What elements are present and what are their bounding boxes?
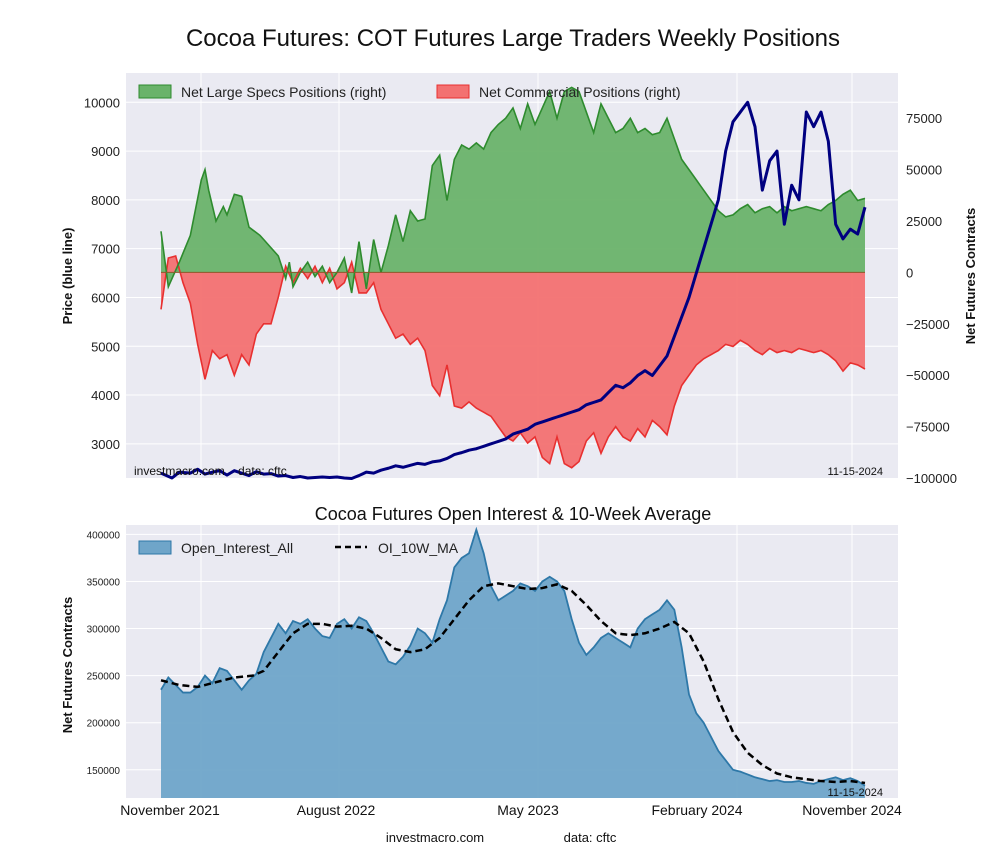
bottom-x-tick: August 2022 bbox=[297, 802, 376, 818]
oi-line bbox=[160, 526, 866, 787]
top-right-tick: 0 bbox=[906, 265, 913, 280]
bottom-y-tick: 350000 bbox=[87, 577, 121, 588]
top-date-label: 11-15-2024 bbox=[828, 466, 883, 478]
top-legend: Net Large Specs Positions (right) Net Co… bbox=[138, 84, 681, 100]
top-right-ylabel: Net Futures Contracts bbox=[963, 208, 978, 345]
top-position-areas bbox=[160, 86, 866, 469]
top-right-tick: 75000 bbox=[906, 111, 942, 126]
bottom-title: Cocoa Futures Open Interest & 10-Week Av… bbox=[315, 504, 712, 524]
legend-swatch-specs bbox=[138, 84, 172, 99]
bottom-x-tick: November 2021 bbox=[120, 802, 220, 818]
bottom-x-axis: November 2021 August 2022 May 2023 February… bbox=[120, 802, 902, 818]
bottom-oi-area bbox=[160, 526, 866, 798]
bottom-ma-line bbox=[160, 582, 866, 785]
top-right-axis: 75000 50000 25000 0 −25000 −50000 −75000 −10000… bbox=[906, 111, 957, 486]
bottom-y-tick: 300000 bbox=[87, 625, 121, 636]
top-left-ylabel: Price (blue line) bbox=[60, 228, 75, 325]
top-right-tick: 25000 bbox=[906, 214, 942, 229]
main-title: Cocoa Futures: COT Futures Large Traders… bbox=[186, 25, 840, 52]
top-right-tick: −75000 bbox=[906, 420, 950, 435]
top-right-tick: 50000 bbox=[906, 163, 942, 178]
top-left-tick: 8000 bbox=[91, 193, 120, 208]
legend-label-oi: Open_Interest_All bbox=[181, 540, 293, 556]
top-panel: 3000 4000 5000 6000 7000 8000 9000 10000 75000 5… bbox=[60, 73, 978, 486]
bottom-y-tick: 400000 bbox=[87, 530, 121, 541]
legend-label-specs: Net Large Specs Positions (right) bbox=[181, 84, 386, 100]
specs-line bbox=[160, 86, 866, 294]
bottom-ylabel: Net Futures Contracts bbox=[60, 597, 75, 734]
bottom-legend: Open_Interest_All OI_10W_MA bbox=[138, 540, 459, 556]
legend-swatch-commercial bbox=[436, 84, 470, 99]
top-left-tick: 5000 bbox=[91, 339, 120, 354]
bottom-y-tick: 250000 bbox=[87, 672, 121, 683]
top-left-tick: 3000 bbox=[91, 437, 120, 452]
bottom-x-tick: November 2024 bbox=[802, 802, 902, 818]
bottom-panel: Cocoa Futures Open Interest & 10-Week Av… bbox=[60, 504, 902, 818]
commercial-area bbox=[161, 255, 865, 468]
bottom-y-tick: 150000 bbox=[87, 766, 121, 777]
bottom-x-tick: February 2024 bbox=[651, 802, 742, 818]
legend-label-ma: OI_10W_MA bbox=[378, 540, 459, 556]
top-right-tick: −25000 bbox=[906, 317, 950, 332]
ma-line bbox=[160, 582, 866, 785]
top-right-tick: −50000 bbox=[906, 368, 950, 383]
bottom-y-axis: 150000 200000 250000 300000 350000 400000 bbox=[87, 530, 121, 776]
price-line bbox=[160, 100, 867, 480]
bottom-y-tick: 200000 bbox=[87, 719, 121, 730]
top-left-axis: 3000 4000 5000 6000 7000 8000 9000 10000 bbox=[84, 95, 120, 452]
bottom-x-tick: May 2023 bbox=[497, 802, 559, 818]
specs-area bbox=[161, 87, 865, 293]
top-watermark: investmacro.com data: cftc bbox=[134, 464, 287, 478]
top-left-tick: 4000 bbox=[91, 388, 120, 403]
footer-site: investmacro.com bbox=[386, 830, 484, 845]
legend-swatch-oi bbox=[138, 540, 172, 555]
top-left-tick: 6000 bbox=[91, 290, 120, 305]
top-right-tick: −100000 bbox=[906, 471, 957, 486]
top-price-line bbox=[160, 100, 867, 480]
legend-label-commercial: Net Commercial Positions (right) bbox=[479, 84, 681, 100]
commercial-line bbox=[160, 254, 866, 469]
top-left-tick: 10000 bbox=[84, 95, 120, 110]
footer-source: data: cftc bbox=[564, 830, 617, 845]
top-left-tick: 7000 bbox=[91, 242, 120, 257]
bottom-date-label: 11-15-2024 bbox=[828, 787, 883, 799]
oi-area bbox=[161, 529, 865, 798]
top-left-tick: 9000 bbox=[91, 144, 120, 159]
